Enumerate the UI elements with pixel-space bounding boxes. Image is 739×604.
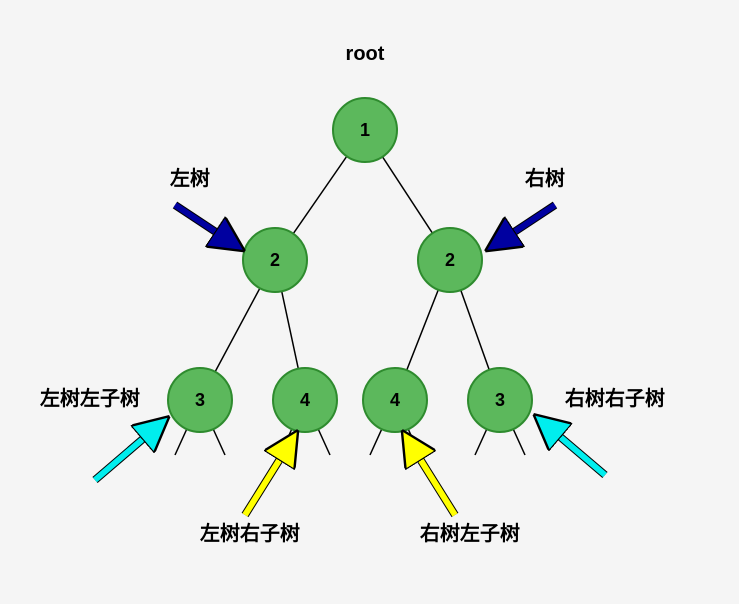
left-left-subtree-arrow <box>95 420 165 480</box>
svg-layer: 1 2 2 3 4 4 3 root 左树 右树左树左子树 右树右子树左树右子树 右树左子树 <box>0 0 739 604</box>
tree-node-ll: 3 <box>168 368 232 432</box>
right-left-subtree-arrow <box>405 435 455 515</box>
node-label: 1 <box>360 120 370 140</box>
tree-node-rl: 4 <box>363 368 427 432</box>
right-tree-arrow <box>490 205 555 248</box>
left-tree-arrow <box>175 205 240 248</box>
node-label: 3 <box>495 390 505 410</box>
nodes: 1 2 2 3 4 4 3 <box>168 98 532 432</box>
right-right-subtree-label: 右树右子树 <box>565 386 665 410</box>
tree-diagram: 1 2 2 3 4 4 3 root 左树 右树左树左子树 右树右子树左树右子树 右树左子树 <box>0 0 739 604</box>
right-left-subtree-label: 右树左子树 <box>420 521 520 545</box>
node-label: 2 <box>270 250 280 270</box>
node-label: 4 <box>390 390 400 410</box>
node-label: 2 <box>445 250 455 270</box>
left-tree-label: 左树 <box>170 166 210 190</box>
tree-node-lr: 4 <box>273 368 337 432</box>
tree-node-rr: 3 <box>468 368 532 432</box>
tree-node-l: 2 <box>243 228 307 292</box>
tree-node-root: 1 <box>333 98 397 162</box>
left-left-subtree-label: 左树左子树 <box>40 386 140 410</box>
tree-node-r: 2 <box>418 228 482 292</box>
right-tree-label: 右树 <box>525 166 565 190</box>
right-right-subtree-arrow <box>538 418 605 475</box>
left-right-subtree-label: 左树右子树 <box>200 521 300 545</box>
root-label-label: root <box>346 43 385 65</box>
left-right-subtree-arrow <box>245 435 295 515</box>
node-label: 4 <box>300 390 310 410</box>
node-label: 3 <box>195 390 205 410</box>
